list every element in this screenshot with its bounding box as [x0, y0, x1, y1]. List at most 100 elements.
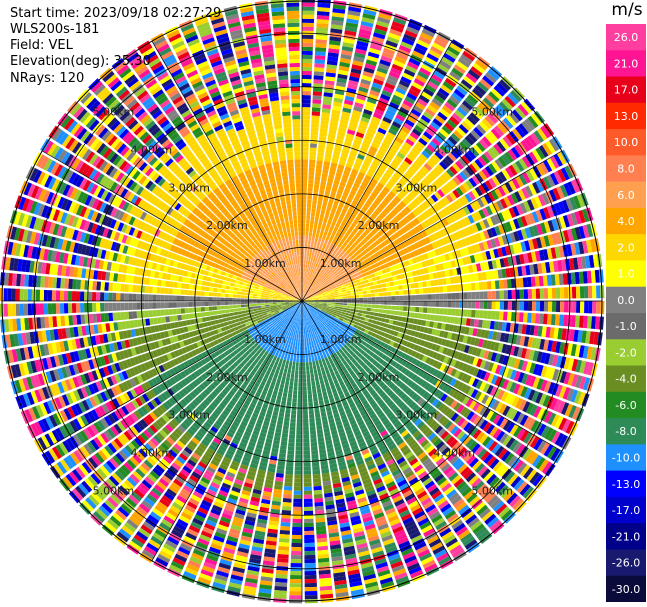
range-gate	[315, 267, 319, 272]
range-gate	[359, 185, 366, 192]
range-gate	[302, 131, 310, 136]
range-gate	[453, 64, 466, 75]
range-gate	[315, 517, 326, 523]
range-gate	[308, 291, 312, 295]
range-gate	[306, 374, 311, 379]
range-gate	[294, 478, 302, 483]
range-gate	[363, 9, 377, 16]
range-gate	[296, 434, 302, 439]
range-gate	[322, 266, 326, 271]
range-gate	[316, 429, 323, 434]
range-gate	[391, 21, 405, 29]
range-gate	[407, 180, 416, 189]
range-gate	[280, 441, 288, 446]
range-gate	[328, 48, 340, 54]
range-gate	[303, 454, 311, 459]
range-gate	[308, 398, 313, 403]
range-gate	[431, 301, 436, 307]
range-gate	[322, 277, 327, 282]
range-gate	[342, 307, 347, 310]
range-gate	[314, 51, 326, 56]
range-gate	[307, 285, 310, 290]
range-gate	[328, 261, 333, 266]
range-gate	[571, 286, 577, 299]
range-gate	[310, 131, 319, 136]
range-gate	[360, 116, 370, 124]
range-gate	[431, 182, 440, 191]
range-gate	[328, 199, 334, 205]
range-gate	[419, 180, 428, 189]
range-gate	[346, 18, 359, 25]
range-gate	[329, 166, 337, 172]
range-gate	[367, 297, 372, 301]
range-gate	[281, 437, 288, 442]
range-gate	[316, 23, 329, 28]
range-gate	[324, 157, 331, 163]
range-gate	[286, 458, 294, 463]
range-gate	[329, 36, 342, 42]
range-gate	[353, 246, 359, 252]
range-gate	[299, 326, 301, 331]
range-gate	[415, 301, 420, 306]
range-gate	[366, 185, 374, 192]
range-gate	[304, 346, 308, 351]
range-gate	[288, 348, 292, 354]
range-gate	[338, 265, 344, 270]
range-gate	[382, 309, 387, 314]
range-gate	[395, 305, 400, 311]
range-gate	[330, 162, 338, 168]
range-gate	[361, 142, 370, 149]
range-gate	[298, 390, 302, 395]
range-gate	[311, 261, 315, 266]
range-gate	[401, 37, 415, 46]
range-gate	[302, 296, 304, 300]
range-gate	[399, 295, 404, 301]
range-gate	[295, 337, 299, 342]
range-gate	[449, 95, 461, 106]
range-gate	[358, 199, 366, 206]
range-gate	[302, 50, 313, 56]
range-gate	[289, 583, 302, 588]
range-gate	[295, 450, 302, 455]
range-gate	[325, 210, 330, 216]
range-gate	[319, 132, 327, 137]
range-gate	[318, 144, 326, 149]
range-gate	[394, 195, 402, 203]
range-gate	[456, 106, 468, 117]
range-gate	[575, 286, 581, 299]
range-gate	[293, 382, 298, 387]
range-gate	[399, 189, 407, 197]
range-gate	[388, 128, 398, 136]
range-gate	[398, 211, 406, 219]
range-gate	[351, 298, 356, 301]
range-gate	[314, 286, 318, 290]
range-gate	[423, 87, 435, 97]
range-gate	[317, 11, 330, 16]
range-gate	[399, 200, 407, 208]
range-gate	[451, 67, 464, 78]
range-gate	[338, 69, 349, 76]
range-gate	[383, 225, 390, 232]
range-gate	[283, 388, 288, 394]
range-gate	[303, 498, 313, 503]
range-gate	[455, 60, 469, 71]
range-gate	[333, 259, 338, 265]
range-gate	[304, 247, 308, 252]
range-gate	[583, 286, 589, 299]
range-gate	[305, 272, 308, 277]
range-gate	[299, 322, 301, 327]
range-gate	[336, 263, 342, 268]
range-gate	[298, 374, 302, 379]
range-gate	[313, 188, 319, 193]
range-gate	[456, 127, 466, 137]
range-gate	[401, 208, 409, 216]
range-gate	[411, 81, 424, 91]
range-gate	[484, 115, 496, 127]
range-gate	[382, 138, 392, 147]
range-gate	[287, 393, 293, 398]
range-gate	[339, 296, 344, 299]
range-gate	[326, 232, 332, 238]
range-gate	[302, 18, 315, 23]
range-gate	[287, 454, 294, 459]
range-gate	[315, 262, 319, 267]
